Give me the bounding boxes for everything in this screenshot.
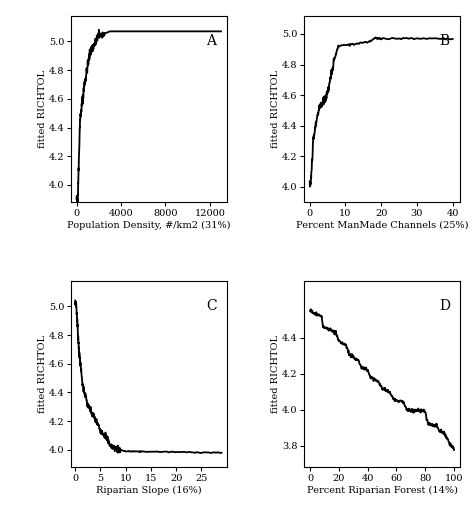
X-axis label: Population Density, #/km2 (31%): Population Density, #/km2 (31%) bbox=[67, 221, 230, 230]
Y-axis label: fitted RICHTOL: fitted RICHTOL bbox=[271, 335, 280, 413]
Y-axis label: fitted RICHTOL: fitted RICHTOL bbox=[38, 335, 47, 413]
X-axis label: Riparian Slope (16%): Riparian Slope (16%) bbox=[96, 486, 201, 495]
Y-axis label: fitted RICHTOL: fitted RICHTOL bbox=[38, 70, 47, 148]
Text: A: A bbox=[206, 34, 216, 48]
X-axis label: Percent Riparian Forest (14%): Percent Riparian Forest (14%) bbox=[307, 486, 457, 495]
Y-axis label: fitted RICHTOL: fitted RICHTOL bbox=[271, 70, 280, 148]
X-axis label: Percent ManMade Channels (25%): Percent ManMade Channels (25%) bbox=[296, 221, 468, 230]
Text: B: B bbox=[439, 34, 450, 48]
Text: D: D bbox=[439, 299, 451, 313]
Text: C: C bbox=[206, 299, 217, 313]
